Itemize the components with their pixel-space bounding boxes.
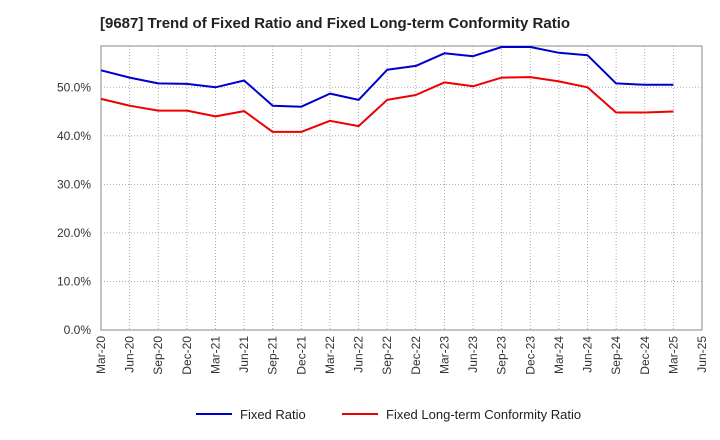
x-tick-label: Sep-24 [609, 336, 623, 375]
x-tick-label: Sep-23 [495, 336, 509, 375]
x-tick-label: Jun-20 [123, 336, 137, 373]
axis-layer: 0.0% 10.0% 20.0% 30.0% 40.0% 50.0% Mar-20 Jun-2… [57, 80, 709, 374]
x-tick-label: Jun-21 [237, 336, 251, 373]
y-tick-label: 10.0% [57, 274, 91, 288]
x-tick-label: Mar-22 [323, 336, 337, 374]
legend-layer: Fixed Ratio Fixed Long-term Conformity Ra… [196, 407, 581, 422]
series-line [100, 46, 674, 108]
y-tick-label: 20.0% [57, 226, 91, 240]
x-tick-label: Dec-22 [409, 336, 423, 375]
grid-layer [100, 45, 703, 331]
x-tick-label: Jun-25 [695, 336, 709, 373]
plot-frame [100, 45, 703, 331]
x-tick-label: Sep-20 [151, 336, 165, 375]
chart-title: [9687] Trend of Fixed Ratio and Fixed Lo… [100, 15, 571, 32]
y-tick-label: 40.0% [57, 129, 91, 143]
x-tick-label: Sep-22 [380, 336, 394, 375]
x-tick-label: Mar-23 [437, 336, 451, 374]
x-tick-label: Dec-23 [523, 336, 537, 375]
y-tick-label: 50.0% [57, 80, 91, 94]
x-tick-label: Sep-21 [266, 336, 280, 375]
legend-label: Fixed Long-term Conformity Ratio [386, 407, 581, 422]
x-tick-label: Jun-24 [581, 336, 595, 373]
y-tick-label: 0.0% [64, 323, 92, 337]
x-tick-label: Jun-23 [466, 336, 480, 373]
series-layer [100, 46, 674, 133]
x-tick-label: Dec-24 [638, 336, 652, 375]
x-tick-label: Mar-25 [666, 336, 680, 374]
x-tick-label: Jun-22 [352, 336, 366, 373]
x-tick-label: Dec-20 [180, 336, 194, 375]
x-tick-label: Mar-20 [94, 336, 108, 374]
series-line [100, 76, 674, 133]
x-tick-label: Mar-24 [552, 336, 566, 374]
x-tick-label: Mar-21 [208, 336, 222, 374]
legend-label: Fixed Ratio [240, 407, 306, 422]
x-tick-label: Dec-21 [294, 336, 308, 375]
y-tick-label: 30.0% [57, 177, 91, 191]
